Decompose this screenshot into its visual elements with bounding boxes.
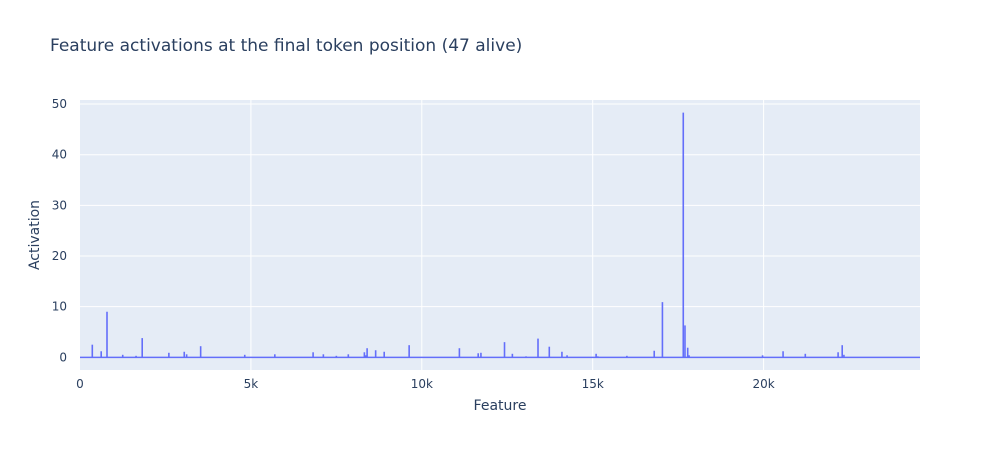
y-tick-label: 10 [52,300,67,314]
x-tick-label: 20k [752,377,774,391]
x-axis-title: Feature [474,398,527,414]
x-tick-label: 0 [76,377,84,391]
y-tick-label: 40 [52,148,67,162]
y-tick-label: 0 [59,350,67,364]
y-tick-label: 50 [52,97,67,111]
y-tick-label: 20 [52,249,67,263]
x-tick-label: 5k [244,377,259,391]
y-axis-ticks: 0 10 20 30 40 50 [52,97,67,364]
x-tick-label: 15k [582,377,604,391]
activation-series [80,112,920,359]
x-tick-label: 10k [411,377,433,391]
x-axis-ticks: 0 5k 10k 15k 20k [76,377,775,391]
y-tick-label: 30 [52,198,67,212]
chart-title: Feature activations at the final token p… [50,36,522,56]
y-axis-title: Activation [27,200,43,270]
plot-area [80,100,920,370]
